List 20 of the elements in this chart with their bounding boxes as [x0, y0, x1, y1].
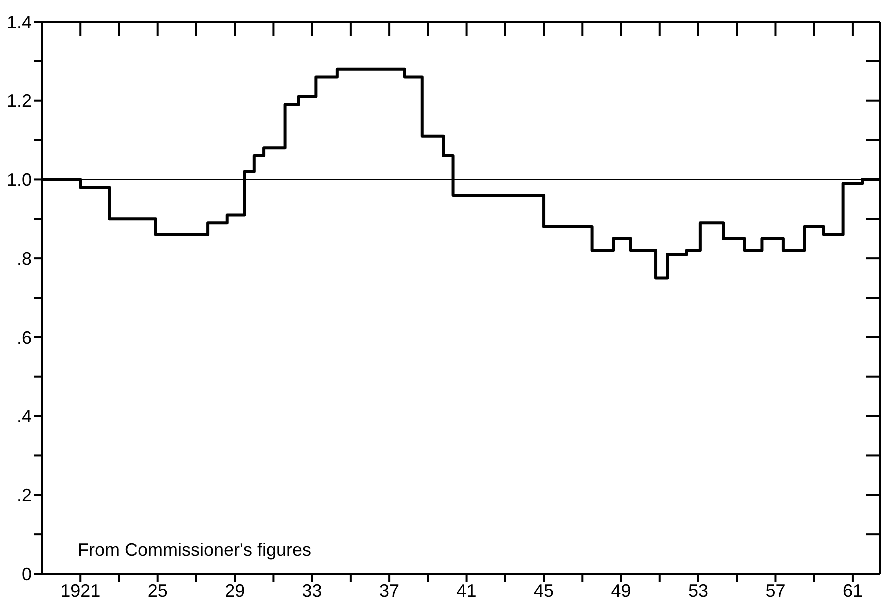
- x-tick-label: 57: [766, 580, 786, 601]
- y-tick-label: .8: [16, 248, 32, 269]
- x-tick-label: 29: [225, 580, 246, 601]
- x-tick-label: 53: [688, 580, 709, 601]
- x-tick-label: 37: [380, 580, 400, 601]
- y-tick-label: .4: [16, 406, 32, 427]
- y-tick-label: 1.0: [6, 170, 32, 190]
- y-tick-label: .2: [16, 486, 32, 506]
- y-tick-label: 1.4: [6, 12, 32, 32]
- y-tick-label: 0: [22, 564, 32, 584]
- x-tick-label: 41: [456, 580, 477, 601]
- y-tick-label: 1.2: [6, 91, 32, 112]
- x-tick-label: 61: [842, 580, 863, 601]
- annotation: From Commissioner's figures: [78, 540, 312, 561]
- x-tick-label: 1921: [60, 580, 101, 601]
- x-tick-label: 25: [148, 580, 168, 601]
- y-tick-label: .6: [16, 328, 32, 348]
- x-tick-label: 45: [534, 580, 554, 601]
- x-tick-label: 49: [611, 580, 632, 601]
- x-tick-label: 33: [302, 580, 322, 601]
